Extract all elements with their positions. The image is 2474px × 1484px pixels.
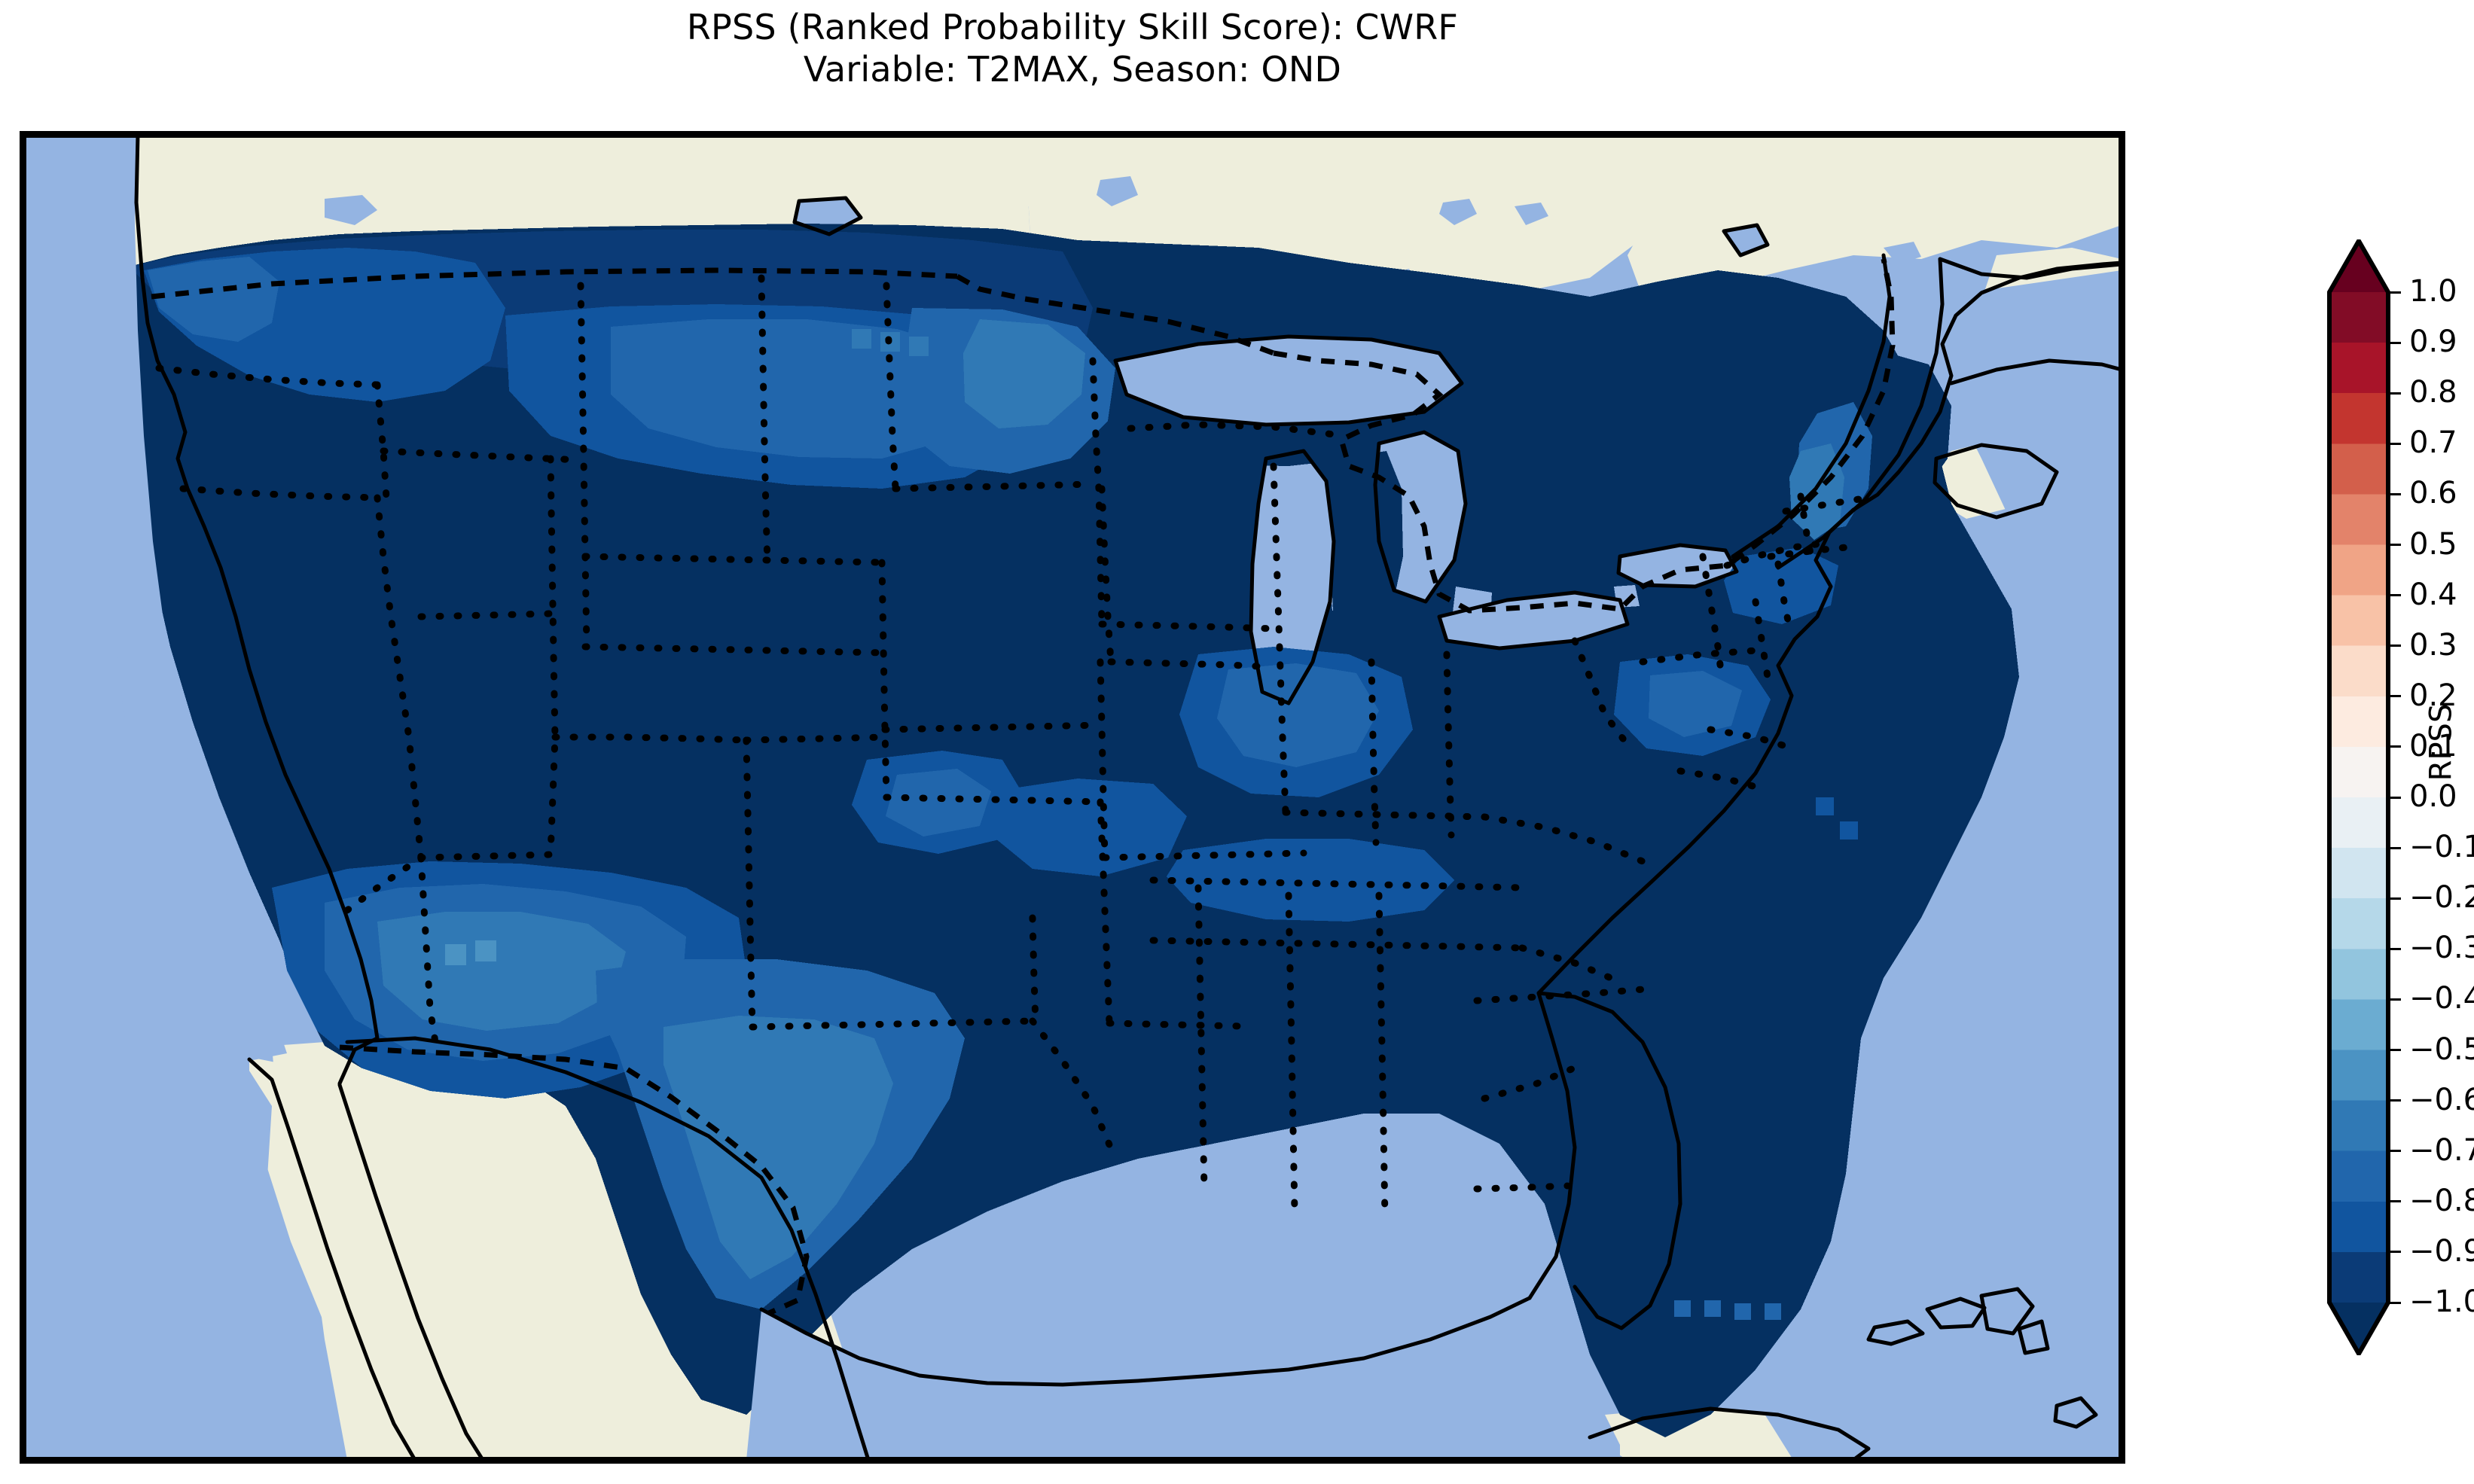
title-line-1: RPSS (Ranked Probability Skill Score): C… [686,7,1459,47]
colorbar-tick-mark [2388,341,2401,344]
colorbar-tick-label: −0.1 [2409,830,2474,865]
colorbar-tick-mark [2388,947,2401,950]
colorbar-tick-label: −0.5 [2409,1031,2474,1067]
colorbar-svg [2327,239,2390,1355]
colorbar-tick-mark [2388,1251,2401,1254]
colorbar-ticks: 1.0 0.9 0.8 0.7 0.6 0.5 0.4 0.3 0.2 0.1 0.0 −0.1 −0.… [2388,239,2474,1355]
rpss-data-raster [129,224,2019,1437]
coast-ocean-mask [23,135,2122,1460]
colorbar-tick-label: −0.9 [2409,1233,2474,1269]
colorbar-band [2329,898,2388,949]
colorbar-band [2329,343,2388,394]
colorbar-tick-mark [2388,1049,2401,1051]
colorbar-tick-label: 0.0 [2409,779,2457,814]
colorbar-band [2329,797,2388,849]
map-frame [23,135,2122,1460]
colorbar-band [2329,1201,2388,1253]
colorbar-tick-label: 0.6 [2409,476,2457,511]
map-axes[interactable] [20,131,2125,1464]
colorbar-band [2329,1050,2388,1102]
colorbar-band [2329,292,2388,343]
colorbar-tick-label: 0.7 [2409,425,2457,461]
colorbar-tick-label: −0.3 [2409,931,2474,966]
colorbar-tick-mark [2388,1301,2401,1304]
colorbar-band [2329,443,2388,495]
colorbar-tick-mark [2388,492,2401,495]
colorbar-tick-mark [2388,796,2401,799]
colorbar-tick-mark [2388,695,2401,698]
colorbar-band [2329,595,2388,647]
coastlines [134,135,2122,1460]
map-canvas [23,135,2122,1460]
colorbar-tick-mark [2388,291,2401,294]
colorbar-tick-mark [2388,1150,2401,1153]
colorbar-tick-mark [2388,745,2401,748]
colorbar-tick-label: 0.8 [2409,375,2457,410]
colorbar-band [2329,999,2388,1051]
colorbar-tick-mark [2388,392,2401,395]
colorbar-bands [2329,241,2388,1354]
colorbar-band [2329,848,2388,899]
colorbar-band [2329,393,2388,444]
colorbar-tick-mark [2388,442,2401,445]
colorbar-tick-label: −0.4 [2409,981,2474,1016]
colorbar-tick-label: −0.8 [2409,1183,2474,1218]
colorbar-tick-label: 0.3 [2409,627,2457,663]
map-svg [23,135,2122,1460]
page-title: RPSS (Ranked Probability Skill Score): C… [0,6,2145,90]
colorbar-band [2329,1100,2388,1152]
colorbar-tick-mark [2388,1200,2401,1203]
colorbar-tick-label: 0.9 [2409,325,2457,360]
title-line-2: Variable: T2MAX, Season: OND [803,49,1342,90]
colorbar-tick-label: −0.7 [2409,1132,2474,1168]
colorbar-band [2329,1251,2388,1303]
colorbar-tick-mark [2388,1099,2401,1102]
colorbar-tick-mark [2388,846,2401,849]
colorbar-tick-label: 0.2 [2409,678,2457,713]
colorbar-tick-mark [2388,594,2401,597]
colorbar-band [2329,949,2388,1000]
colorbar-band [2329,544,2388,596]
colorbar-tick-mark [2388,544,2401,546]
colorbar-tick-label: −1.0 [2409,1284,2474,1319]
state-borders [155,274,1872,1223]
colorbar-tick-label: −0.2 [2409,880,2474,916]
colorbar-tick-mark [2388,998,2401,1001]
country-borders [151,258,1896,1316]
colorbar-tick-label: 1.0 [2409,274,2457,309]
colorbar[interactable] [2327,239,2390,1355]
colorbar-tick-label: 0.1 [2409,728,2457,763]
colorbar-band [2329,696,2388,748]
colorbar-band [2329,1150,2388,1202]
colorbar-tick-mark [2388,644,2401,648]
colorbar-band [2329,645,2388,697]
colorbar-tick-mark [2388,897,2401,900]
colorbar-extend-top [2329,241,2388,292]
colorbar-band [2329,494,2388,546]
colorbar-extend-bottom [2329,1303,2388,1354]
colorbar-band [2329,746,2388,798]
colorbar-tick-label: −0.6 [2409,1082,2474,1117]
colorbar-tick-label: 0.5 [2409,526,2457,562]
colorbar-tick-label: 0.4 [2409,577,2457,612]
